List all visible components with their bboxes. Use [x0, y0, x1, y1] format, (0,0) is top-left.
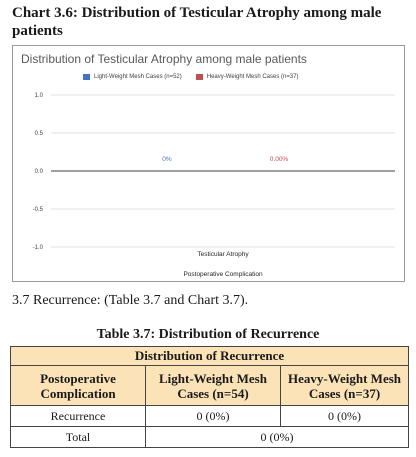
- header-heavy-weight: Heavy-Weight Mesh Cases (n=37): [280, 365, 409, 406]
- y-tick-label: 0.5: [35, 131, 44, 137]
- row-light-value: 0 (0%): [145, 405, 281, 427]
- recurrence-table: Distribution of Recurrence Postoperative…: [10, 346, 409, 448]
- table-total-row: Total 0 (0%): [10, 426, 409, 448]
- y-tick-label: 0.0: [35, 169, 44, 175]
- chart-legend: Light-Weight Mesh Cases (n=52) Heavy-Wei…: [83, 74, 299, 80]
- header-postoperative-complication: Postoperative Complication: [10, 365, 146, 406]
- table-row: Recurrence 0 (0%) 0 (0%): [10, 405, 409, 427]
- chart-plot-area: 1.0 0.5 0.0 -0.5 -1.0 0% 0.00% Testicular Atrop…: [33, 93, 395, 278]
- x-category-label: Testicular Atrophy: [197, 251, 249, 258]
- legend-swatch-light: [83, 74, 90, 80]
- legend-item-heavy: Heavy-Weight Mesh Cases (n=37): [195, 74, 299, 80]
- legend-item-light: Light-Weight Mesh Cases (n=52): [83, 74, 182, 80]
- y-tick-label: -1.0: [33, 245, 44, 251]
- y-tick-label: -0.5: [33, 207, 44, 213]
- row-label: Recurrence: [10, 405, 146, 427]
- table-caption: Table 3.7: Distribution of Recurrence: [96, 327, 320, 342]
- chart-heading: Chart 3.6: Distribution of Testicular At…: [12, 5, 382, 39]
- legend-swatch-heavy: [195, 74, 203, 80]
- body-paragraph: 3.7 Recurrence: (Table 3.7 and Chart 3.7…: [12, 293, 249, 308]
- header-light-weight: Light-Weight Mesh Cases (n=54): [145, 365, 281, 406]
- total-value: 0 (0%): [145, 426, 409, 448]
- chart-title: Distribution of Testicular Atrophy among…: [21, 52, 307, 66]
- legend-label-light: Light-Weight Mesh Cases (n=52): [94, 74, 182, 80]
- x-axis-title: Postoperative Complication: [183, 271, 263, 278]
- total-label: Total: [10, 426, 146, 448]
- legend-label-heavy: Heavy-Weight Mesh Cases (n=37): [206, 74, 299, 80]
- data-label-light: 0%: [162, 156, 172, 163]
- table-main-header: Distribution of Recurrence: [10, 346, 409, 366]
- data-label-heavy: 0.00%: [270, 156, 289, 163]
- chart-container: Distribution of Testicular Atrophy among…: [12, 45, 405, 282]
- y-tick-label: 1.0: [35, 93, 44, 99]
- row-heavy-value: 0 (0%): [280, 405, 409, 427]
